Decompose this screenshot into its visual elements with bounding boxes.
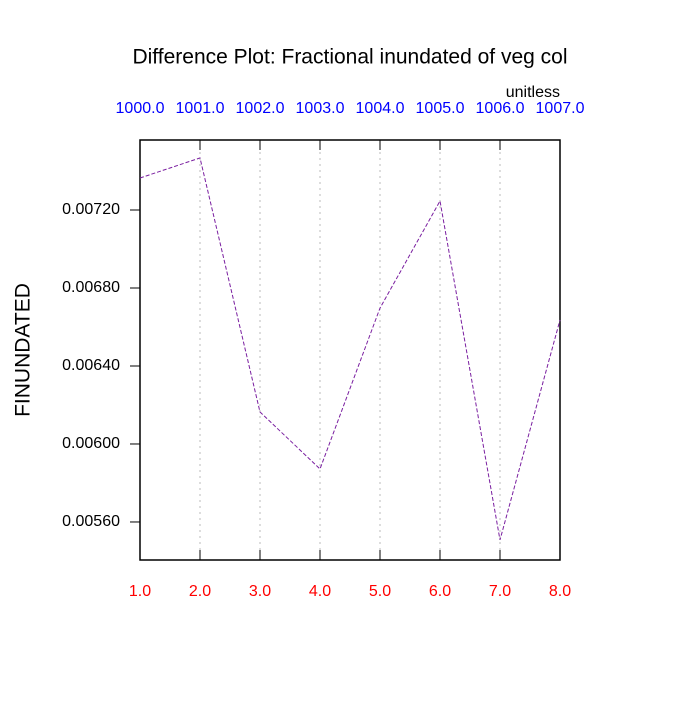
x-tick-label: 4.0	[309, 583, 331, 600]
data-line	[139, 157, 561, 541]
x2-tick-label: 1000.0	[116, 100, 165, 117]
units-label: unitless	[506, 84, 560, 101]
x-tick-label: 7.0	[489, 583, 511, 600]
y-tick-label: 0.00720	[62, 201, 120, 218]
y-tick-label: 0.00640	[62, 357, 120, 374]
plot-frame	[139, 139, 561, 561]
x-tick-label: 3.0	[249, 583, 271, 600]
x2-tick-label: 1003.0	[296, 100, 345, 117]
x2-tick-label: 1006.0	[476, 100, 525, 117]
x-tick-label: 1.0	[129, 583, 151, 600]
y-tick-label: 0.00560	[62, 513, 120, 530]
x-tick-label: 6.0	[429, 583, 451, 600]
y-axis-label: FINUNDATED	[12, 283, 35, 417]
x2-tick-label: 1007.0	[536, 100, 585, 117]
x2-tick-label: 1004.0	[356, 100, 405, 117]
x2-tick-label: 1005.0	[416, 100, 465, 117]
chart-title: Difference Plot: Fractional inundated of…	[132, 46, 567, 69]
y-tick-label: 0.00600	[62, 435, 120, 452]
x2-tick-label: 1001.0	[176, 100, 225, 117]
x-tick-label: 2.0	[189, 583, 211, 600]
y-tick-label: 0.00680	[62, 279, 120, 296]
x-tick-label: 5.0	[369, 583, 391, 600]
x2-tick-label: 1002.0	[236, 100, 285, 117]
x-tick-label: 8.0	[549, 583, 571, 600]
